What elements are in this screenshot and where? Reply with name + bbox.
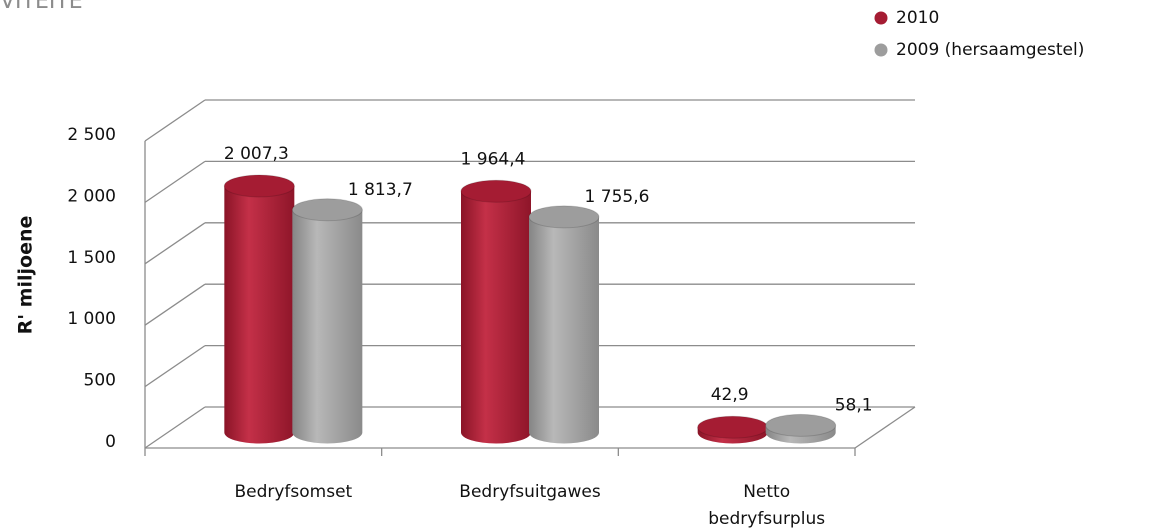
legend-label: 2009 (hersaamgestel) [896,40,1084,60]
y-tick-label: 1 500 [67,248,116,268]
y-tick-label: 500 [84,371,116,391]
cylinder [292,209,363,444]
cylinder-top [291,198,363,222]
cylinder-top [697,415,769,439]
value-label: 1 813,7 [348,180,413,200]
cylinder [529,216,599,444]
grid-line [144,99,206,142]
value-label: 1 964,4 [461,149,526,169]
x-tick-label-line: Netto [743,482,790,502]
value-label: 58,1 [835,395,873,415]
y-tick-label: 0 [105,432,116,452]
x-tick-label: Bedryfsuitgawes [459,482,601,502]
legend-marker [874,11,888,25]
chart-title: VITEITE [0,0,83,14]
value-label: 1 755,6 [585,187,650,207]
cylinder-top [528,205,600,229]
axis-line [854,406,916,449]
y-tick-label: 1 000 [67,309,116,329]
y-tick-label: 2 000 [67,186,116,206]
grid-line [144,222,206,265]
grid-line [144,345,206,388]
cylinder [224,186,295,444]
grid-line [144,406,206,449]
legend-label: 2010 [896,8,939,28]
x-tick-label-line: bedryfsurplus [708,509,825,529]
value-label: 42,9 [711,385,749,405]
grid-line [144,283,206,326]
legend-marker [874,43,888,57]
cylinder-top [460,179,532,203]
y-tick-label: 2 500 [67,125,116,145]
x-tick-label: Netto bedryfsurplus [708,482,825,529]
cylinder [461,191,531,444]
value-label: 2 007,3 [224,144,289,164]
y-axis-label: R' miljoene [15,216,37,335]
grid-line [144,160,206,203]
cylinder-top [765,413,837,437]
x-tick-label: Bedryfsomset [234,482,352,502]
cylinder-top [223,174,295,198]
